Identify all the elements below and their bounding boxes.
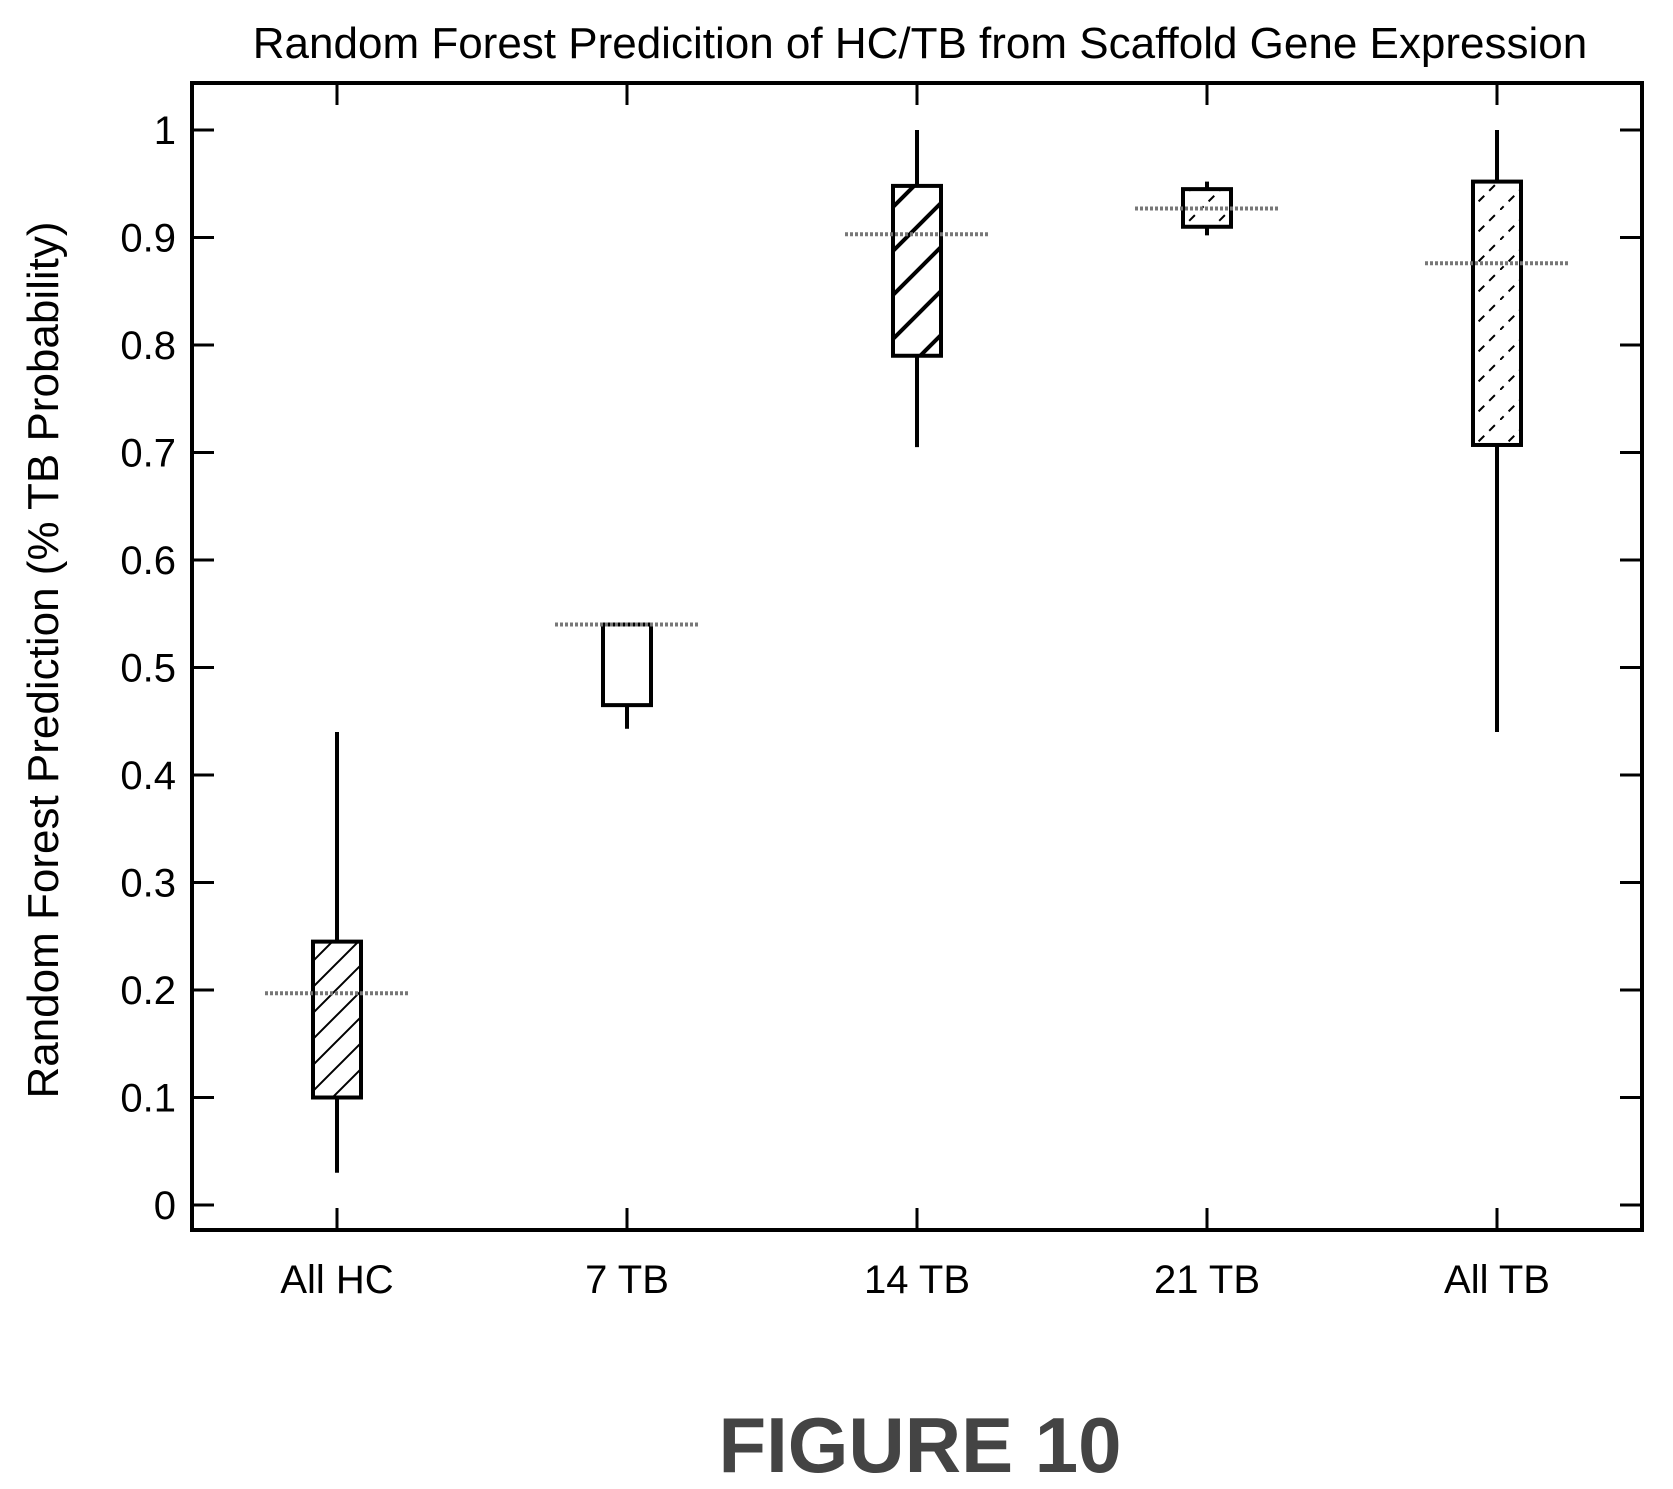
y-tick-label: 0.2 [120, 969, 176, 1013]
y-tick-label: 0.6 [120, 539, 176, 583]
y-tick-label: 0.3 [120, 862, 176, 906]
y-tick-label: 0.8 [120, 324, 176, 368]
x-tick-label: All HC [280, 1258, 393, 1302]
box-series [265, 130, 1569, 1173]
chart-title: Random Forest Predicition of HC/TB from … [253, 19, 1587, 68]
figure-label: FIGURE 10 [718, 1401, 1121, 1489]
x-tick-label: All TB [1444, 1258, 1550, 1302]
x-tick-label: 7 TB [585, 1258, 669, 1302]
box-7-tb [555, 622, 699, 729]
y-tick-label: 0.5 [120, 647, 176, 691]
y-axis: 0 0.1 0.2 0.3 0.4 0.5 0.6 0.7 0.8 0.9 1 [120, 109, 1642, 1228]
x-axis: All HC 7 TB 14 TB 21 TB All TB [280, 83, 1550, 1302]
y-tick-label: 0.4 [120, 754, 176, 798]
y-tick-label: 0.1 [120, 1077, 176, 1121]
box-all-tb [1425, 130, 1569, 732]
box-iqr [891, 183, 943, 358]
box-all-hc [265, 732, 409, 1173]
y-tick-label: 0.9 [120, 217, 176, 261]
box-iqr [311, 939, 363, 1100]
box-14-tb [845, 130, 989, 448]
y-tick-label: 0.7 [120, 432, 176, 476]
x-tick-label: 14 TB [864, 1258, 970, 1302]
y-tick-label: 1 [154, 109, 176, 153]
box-iqr [1471, 179, 1523, 447]
x-tick-label: 21 TB [1154, 1258, 1260, 1302]
y-axis-label: Random Forest Prediction (% TB Probabili… [19, 221, 68, 1098]
box-21-tb [1135, 181, 1279, 236]
y-tick-label: 0 [154, 1184, 176, 1228]
box-iqr [601, 622, 653, 708]
